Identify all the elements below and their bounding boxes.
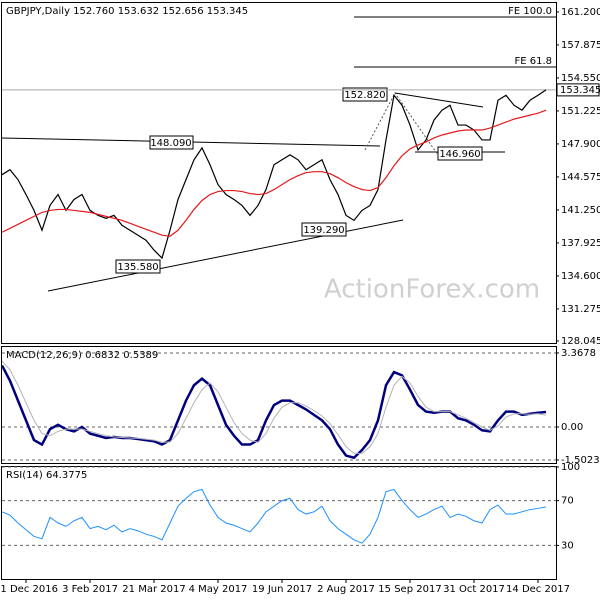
annotation: 139.290 [303,225,344,236]
series-line [1,360,547,454]
x-tick-label: 4 May 2017 [189,584,248,595]
y-tick-label: 128.045 [561,336,600,347]
x-tick-label: 2 Aug 2017 [317,584,375,595]
x-tick-label: 21 Mar 2017 [122,584,185,595]
last-price-box [556,83,600,97]
annotation: 146.960 [439,149,480,160]
chart-title: MACD(12,26,9) 0.6832 0.5389 [6,350,158,361]
y-tick-label: 134.600 [561,271,600,282]
y-tick-label: -1.5023 [561,455,600,466]
series-line [1,89,547,260]
annotation: FE 61.8 [514,56,552,67]
x-tick-label: 3 Feb 2017 [62,584,118,595]
annotation: 152.820 [344,90,385,101]
y-tick-label: 137.925 [561,238,600,249]
y-tick-label: 147.900 [561,139,600,150]
x-tick-label: 31 Oct 2017 [443,584,505,595]
y-tick-label: 154.550 [561,73,600,84]
annotation: 148.090 [150,138,191,149]
x-tick-label: 15 Sep 2017 [378,584,441,595]
chart-title: GBPJPY,Daily 152.760 153.632 152.656 153… [6,6,248,17]
annotation: FE 100.0 [508,6,552,17]
macd-panel [1,346,557,464]
x-tick-label: 21 Dec 2016 [0,584,58,595]
y-tick-label: 0.00 [561,422,583,433]
rsi-panel [1,466,557,580]
y-tick-label: 141.250 [561,205,600,216]
x-tick-label: 19 Jun 2017 [252,584,312,595]
last-price-label: 153.345 [560,85,600,96]
y-tick-label: 100 [561,462,580,473]
price-panel [1,2,557,344]
y-tick-label: 151.225 [561,106,600,117]
y-tick-label: 144.575 [561,172,600,183]
annotations: 152.820 148.090 146.960 139.290 135.580 … [115,6,552,274]
y-tick-label: 157.875 [561,40,600,51]
x-tick-label: 14 Dec 2017 [506,584,570,595]
series-line [0,364,547,460]
series-line [1,488,547,544]
y-tick-label: 30 [561,540,574,551]
chart-title: RSI(14) 64.3775 [6,470,87,481]
y-tick-label: 131.275 [561,304,600,315]
series-line [1,109,547,237]
annotation: 135.580 [117,262,158,273]
y-tick-label: 70 [561,496,574,507]
y-tick-label: 161.200 [561,7,600,18]
watermark: ActionForex.com [324,275,540,305]
y-tick-label: 3.3678 [561,348,596,359]
